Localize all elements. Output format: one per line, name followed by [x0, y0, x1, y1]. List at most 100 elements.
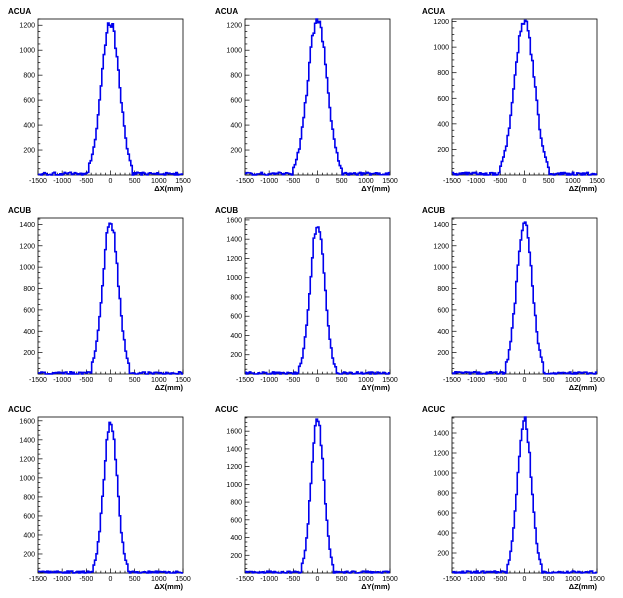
histogram-series-line	[38, 222, 183, 375]
y-tick-label: 200	[23, 148, 35, 155]
x-tick-label: -500	[286, 377, 300, 384]
y-tick-label: 800	[230, 73, 242, 80]
y-tick-label: 600	[230, 517, 242, 524]
y-tick-label: 1400	[226, 446, 242, 453]
plot-frame	[451, 18, 598, 176]
x-tick-label: 0	[109, 377, 113, 384]
plot-frame	[451, 217, 598, 375]
x-tick-label: 500	[336, 178, 348, 185]
histogram-panel: ACUA -1500 -1000 -500 0 500 1000 1500 200 400 600 8…	[0, 0, 207, 199]
y-tick-label: 200	[23, 551, 35, 558]
y-tick-label: 600	[437, 307, 449, 314]
x-tick-label: -1000	[260, 576, 278, 583]
x-tick-label: -1500	[236, 377, 254, 384]
y-tick-label: 800	[437, 70, 449, 77]
x-tick-label: 0	[316, 377, 320, 384]
x-tick-label: 1500	[589, 178, 605, 185]
y-tick-label: 400	[230, 535, 242, 542]
y-tick-label: 1200	[433, 19, 449, 26]
y-tick-label: 400	[437, 121, 449, 128]
y-tick-label: 1000	[19, 475, 35, 482]
x-axis-label: ΔY(mm)	[361, 184, 390, 193]
x-tick-label: -1500	[29, 377, 47, 384]
histogram-series-line	[452, 221, 597, 375]
chart-title: ACUA	[215, 7, 238, 16]
y-tick-label: 200	[437, 551, 449, 558]
y-tick-label: 1200	[433, 451, 449, 458]
y-tick-label: 200	[230, 148, 242, 155]
x-tick-label: 1500	[175, 377, 191, 384]
x-tick-label: 1500	[175, 178, 191, 185]
x-tick-label: 500	[129, 178, 141, 185]
x-axis-label: ΔY(mm)	[361, 582, 390, 591]
plot-frame	[244, 416, 391, 574]
y-tick-label: 1000	[433, 45, 449, 52]
y-tick-label: 1000	[19, 265, 35, 272]
y-tick-label: 400	[230, 123, 242, 130]
x-tick-label: -500	[79, 377, 93, 384]
x-tick-label: -500	[286, 576, 300, 583]
y-tick-label: 1000	[19, 48, 35, 55]
x-tick-label: -1000	[260, 178, 278, 185]
histogram-series-line	[38, 421, 183, 574]
plot-frame	[451, 416, 598, 574]
x-tick-label: -1500	[29, 178, 47, 185]
y-tick-label: 400	[23, 532, 35, 539]
y-tick-label: 1400	[433, 431, 449, 438]
histogram-svg: ACUB -1500 -1000 -500 0 500 1000 1500 200 400 600 8…	[8, 206, 191, 392]
histogram-svg: ACUA -1500 -1000 -500 0 500 1000 1500 200 400 600 8…	[422, 7, 605, 193]
x-tick-label: 1000	[151, 377, 167, 384]
y-tick-label: 1200	[19, 23, 35, 30]
x-tick-label: 1500	[589, 576, 605, 583]
x-tick-label: 500	[336, 576, 348, 583]
y-tick-label: 1400	[19, 222, 35, 229]
histogram-series-line	[245, 18, 390, 176]
x-tick-label: 1000	[358, 377, 374, 384]
histogram-series-line	[452, 19, 597, 176]
x-tick-label: 1000	[358, 576, 374, 583]
x-tick-label: 1000	[565, 178, 581, 185]
histogram-svg: ACUB -1500 -1000 -500 0 500 1000 1500 200 400 600 8…	[215, 206, 398, 392]
x-tick-label: 1000	[358, 178, 374, 185]
y-tick-label: 1600	[226, 217, 242, 224]
y-tick-label: 600	[230, 314, 242, 321]
y-tick-label: 200	[230, 352, 242, 359]
histogram-series-line	[245, 226, 390, 375]
y-tick-label: 600	[23, 98, 35, 105]
x-tick-label: 0	[523, 178, 527, 185]
x-tick-label: 500	[543, 178, 555, 185]
y-tick-label: 1000	[226, 275, 242, 282]
plot-frame	[37, 416, 184, 574]
plot-frame	[244, 18, 391, 176]
x-tick-label: 0	[316, 576, 320, 583]
histogram-svg: ACUC -1500 -1000 -500 0 500 1000 1500 200 400 600 8…	[422, 405, 605, 591]
y-tick-label: 200	[230, 553, 242, 560]
x-tick-label: -1000	[260, 377, 278, 384]
x-tick-label: 0	[316, 178, 320, 185]
y-tick-label: 200	[437, 147, 449, 154]
histogram-svg: ACUA -1500 -1000 -500 0 500 1000 1500 200 400 600 8…	[8, 7, 191, 193]
histogram-panel: ACUC -1500 -1000 -500 0 500 1000 1500 200 400 600 8…	[207, 398, 414, 597]
x-tick-label: -500	[493, 178, 507, 185]
y-tick-label: 1400	[19, 437, 35, 444]
histogram-panel: ACUA -1500 -1000 -500 0 500 1000 1500 200 400 600 8…	[414, 0, 621, 199]
x-axis-label: ΔZ(mm)	[155, 383, 184, 392]
x-tick-label: 1500	[175, 576, 191, 583]
x-axis-label: ΔX(mm)	[154, 582, 183, 591]
histogram-panel: ACUC -1500 -1000 -500 0 500 1000 1500 200 400 600 8…	[0, 398, 207, 597]
y-tick-label: 600	[437, 96, 449, 103]
histogram-panel: ACUB -1500 -1000 -500 0 500 1000 1500 200 400 600 8…	[0, 199, 207, 398]
y-tick-label: 800	[23, 73, 35, 80]
histogram-panel: ACUB -1500 -1000 -500 0 500 1000 1500 200 400 600 8…	[414, 199, 621, 398]
x-tick-label: 0	[523, 576, 527, 583]
y-tick-label: 1200	[433, 243, 449, 250]
y-tick-label: 800	[230, 294, 242, 301]
plot-frame	[37, 18, 184, 176]
histogram-svg: ACUC -1500 -1000 -500 0 500 1000 1500 200 400 600 8…	[8, 405, 191, 591]
chart-title: ACUB	[422, 206, 445, 215]
x-tick-label: 500	[543, 576, 555, 583]
plot-frame	[244, 217, 391, 375]
y-tick-label: 800	[230, 500, 242, 507]
y-tick-label: 200	[437, 350, 449, 357]
